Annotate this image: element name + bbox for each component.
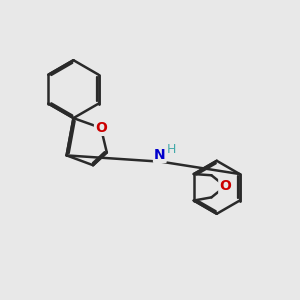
Text: O: O — [219, 179, 231, 193]
Text: H: H — [167, 142, 176, 155]
Text: O: O — [95, 121, 107, 135]
Text: N: N — [154, 148, 166, 162]
